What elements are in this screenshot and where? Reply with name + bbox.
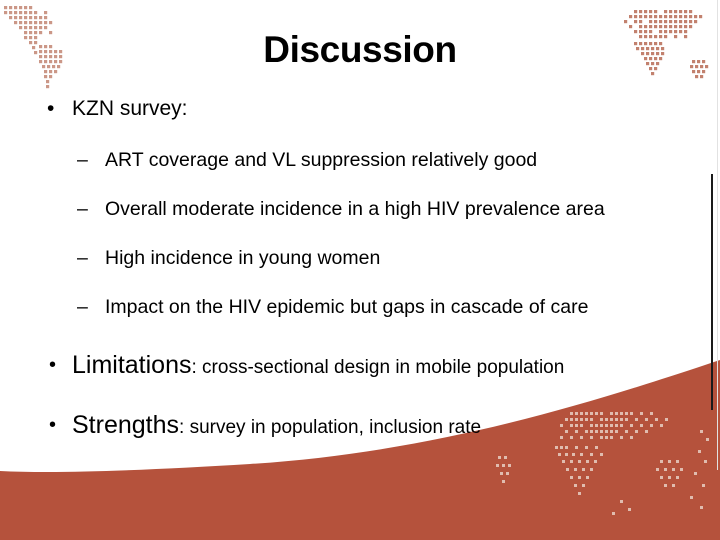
limitations-label: Limitations — [72, 351, 192, 379]
bullet-marker-dot: • — [49, 414, 57, 436]
slide-body: • KZN survey: – ART coverage and VL supp… — [0, 96, 706, 470]
strengths-description: : survey in population, inclusion rate — [179, 417, 482, 438]
right-edge-hairline — [717, 0, 718, 470]
bullet-marker-dash: – — [77, 247, 88, 269]
bullet-text: High incidence in young women — [105, 247, 381, 269]
bullet-text: Impact on the HIV epidemic but gaps in c… — [105, 296, 589, 318]
bullet-text: ART coverage and VL suppression relative… — [105, 149, 538, 171]
bullet-level1: • KZN survey: — [0, 96, 706, 122]
bullet-text: Overall moderate incidence in a high HIV… — [105, 198, 605, 220]
bullet-text: KZN survey: — [72, 97, 188, 120]
bullet-level2: – High incidence in young women — [0, 246, 706, 271]
bullet-limitations: • Limitations: cross-sectional design in… — [0, 350, 706, 384]
bullet-marker-dash: – — [77, 296, 88, 318]
bullet-marker-dash: – — [77, 149, 88, 171]
limitations-description: : cross-sectional design in mobile popul… — [191, 357, 565, 378]
bullet-level2: – ART coverage and VL suppression relati… — [0, 148, 706, 173]
bullet-marker-dot: • — [47, 97, 55, 120]
bullet-marker-dot: • — [49, 354, 57, 376]
bullet-level2: – Impact on the HIV epidemic but gaps in… — [0, 295, 706, 320]
bullet-level2: – Overall moderate incidence in a high H… — [0, 197, 706, 222]
right-vertical-divider — [711, 174, 713, 410]
strengths-label: Strengths — [72, 411, 180, 439]
bullet-strengths: • Strengths: survey in population, inclu… — [0, 410, 706, 444]
slide-title: Discussion — [263, 29, 457, 70]
bullet-marker-dash: – — [77, 198, 88, 220]
